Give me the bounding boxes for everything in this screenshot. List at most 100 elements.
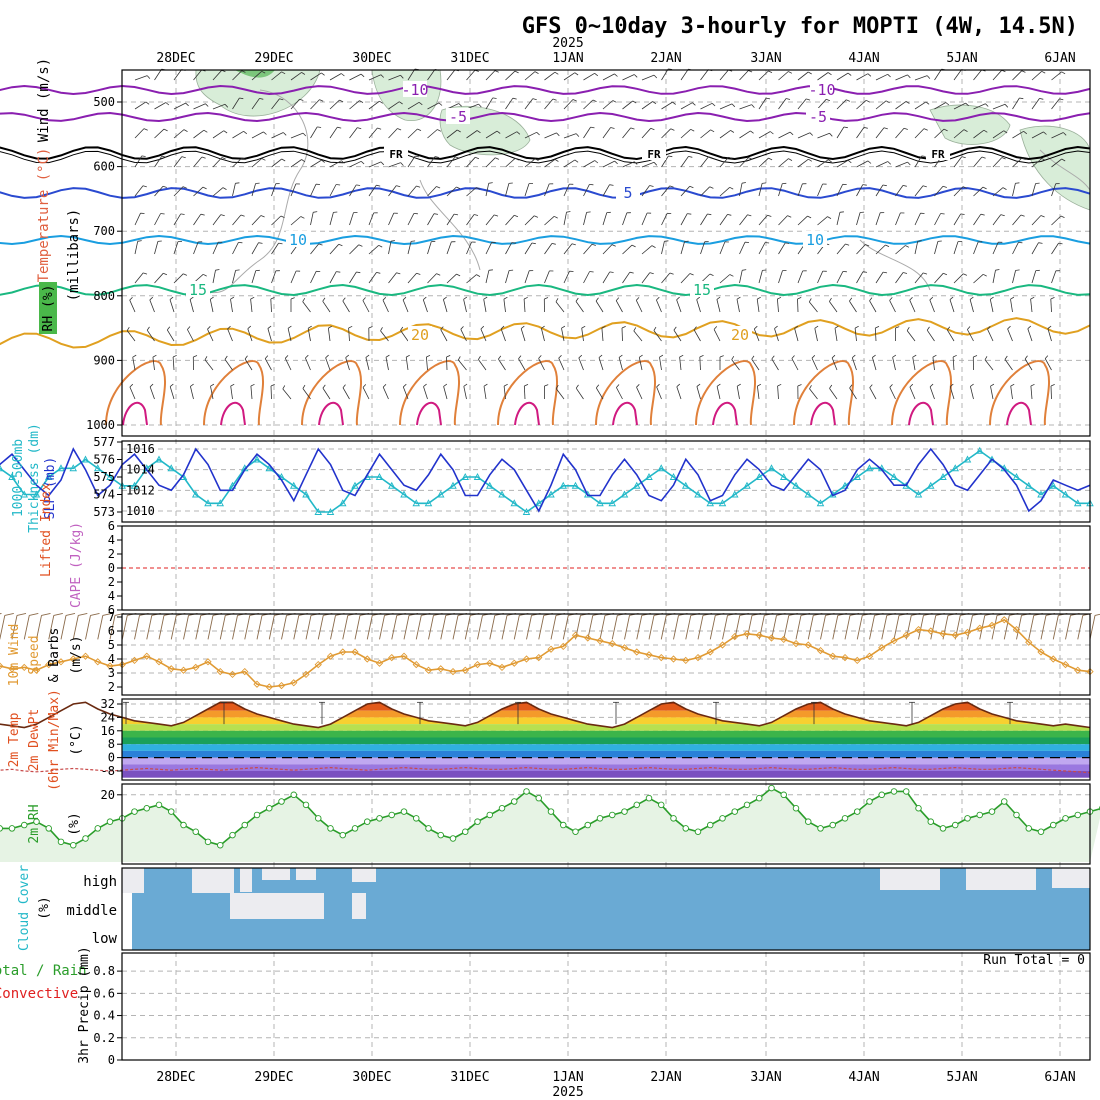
wind-barb-flag xyxy=(524,384,529,387)
wind-barb xyxy=(693,329,701,342)
wind-barb-flag xyxy=(785,242,790,244)
wind-barb-flag xyxy=(221,157,226,160)
wind-barb-flag xyxy=(418,101,423,106)
wind-barb xyxy=(563,133,577,139)
wind10-barb xyxy=(48,615,55,640)
rh2m-series-marker xyxy=(633,801,641,809)
wind-barb-flag xyxy=(325,354,329,359)
wind-barb xyxy=(583,160,595,168)
wind-barb-flag xyxy=(808,298,812,303)
wind-barb-flag xyxy=(400,162,404,166)
wind-barb-flag xyxy=(483,383,488,387)
wind10-barb xyxy=(232,615,238,640)
date-label-bottom: 3JAN xyxy=(750,1070,781,1085)
wind-barb-flag xyxy=(201,156,206,159)
wind-barb xyxy=(505,215,515,226)
rh2m-series-marker xyxy=(498,804,506,812)
wind-barb xyxy=(673,329,682,342)
wind-barb xyxy=(134,185,144,197)
wind-barb xyxy=(563,183,570,197)
wind-barb xyxy=(503,386,506,400)
wind-barb-flag xyxy=(751,355,755,360)
wind-barb xyxy=(817,132,830,139)
wind-barb xyxy=(583,184,590,197)
wind10-series-marker xyxy=(375,659,384,667)
wind-barb xyxy=(446,186,457,197)
wind-barb xyxy=(388,128,398,139)
wind-barb-flag xyxy=(766,97,771,100)
label-wind10-units: (m/s) xyxy=(69,635,84,674)
wind10-barb xyxy=(1028,615,1035,640)
wind-barb-flag xyxy=(360,161,365,165)
wind-barb xyxy=(661,185,671,197)
wind10-barb xyxy=(379,615,385,640)
wind-barb-flag xyxy=(747,214,752,217)
rh2m-series-marker xyxy=(841,815,849,822)
isotherm-fr-second xyxy=(0,150,1091,164)
wind-barb-flag xyxy=(922,185,927,188)
wind-barb xyxy=(524,131,537,139)
wind-barb xyxy=(946,329,955,342)
wind-barb-flag xyxy=(639,354,643,358)
wind-barb-flag xyxy=(1027,325,1032,330)
isotherm-label: 10 xyxy=(289,231,307,249)
wind-barb xyxy=(563,99,574,110)
dewpt2m-series xyxy=(0,766,1091,774)
wind-barb xyxy=(621,327,623,342)
wind-barb xyxy=(478,359,487,371)
wind-barb xyxy=(638,357,643,371)
wind-barb xyxy=(836,271,844,284)
wind-barb-flag xyxy=(586,211,591,213)
wind-barb xyxy=(251,242,259,255)
wind-barb-flag xyxy=(949,383,954,387)
wind-barb-flag xyxy=(1023,130,1028,135)
wind-barb xyxy=(251,131,264,139)
date-label-bottom: 5JAN xyxy=(946,1070,977,1085)
thickness-series-marker xyxy=(988,455,996,463)
wind-barb-flag xyxy=(426,354,431,358)
wind-barb xyxy=(443,386,448,400)
rh2m-series-marker xyxy=(167,808,175,815)
wind10-series-marker xyxy=(302,670,310,679)
thickness-series-marker xyxy=(8,473,16,480)
wind-barb xyxy=(365,357,370,371)
wind-barb xyxy=(172,356,175,371)
wind-barb-flag xyxy=(630,127,635,130)
wind-barb xyxy=(134,75,148,81)
thickness-series-marker xyxy=(583,490,592,498)
wind-barb xyxy=(422,299,428,313)
rh2m-area xyxy=(0,788,1100,862)
wind-barb xyxy=(503,299,506,313)
thickness-series-marker xyxy=(890,473,898,480)
isotherm--5 xyxy=(0,111,1091,123)
wind-barb xyxy=(290,270,297,284)
wind-barb-flag xyxy=(183,129,188,132)
wind10-series-marker xyxy=(608,639,616,648)
wind-barb xyxy=(134,155,143,168)
rh-legend-swatch xyxy=(39,282,57,334)
wind-barb xyxy=(680,241,685,255)
wind-barb-flag xyxy=(400,326,404,331)
wind-barb-flag xyxy=(689,273,694,276)
rh2m-series-marker xyxy=(988,808,996,815)
label-wind10-a: 10m Wind xyxy=(7,624,22,687)
wind-barb xyxy=(778,215,788,226)
wind-barb xyxy=(739,130,751,139)
wind-barb xyxy=(302,301,311,313)
cloud-level-label: low xyxy=(92,931,118,947)
wind-barb-flag xyxy=(748,70,753,73)
wind10-barb xyxy=(293,615,300,640)
wind-barb xyxy=(212,187,224,197)
wind-barb xyxy=(797,71,809,81)
wind-barb-flag xyxy=(328,325,333,329)
rh2m-series-marker xyxy=(351,825,359,832)
wind-barb xyxy=(797,298,799,313)
wind-barb-flag xyxy=(1058,242,1063,245)
isotherm-label-bg xyxy=(810,81,834,97)
wind10-series-marker xyxy=(216,667,224,676)
wind-barb xyxy=(368,212,375,226)
wind-barb-flag xyxy=(137,240,142,242)
wind-barb-flag xyxy=(571,243,576,246)
wind-barb-flag xyxy=(980,213,985,216)
